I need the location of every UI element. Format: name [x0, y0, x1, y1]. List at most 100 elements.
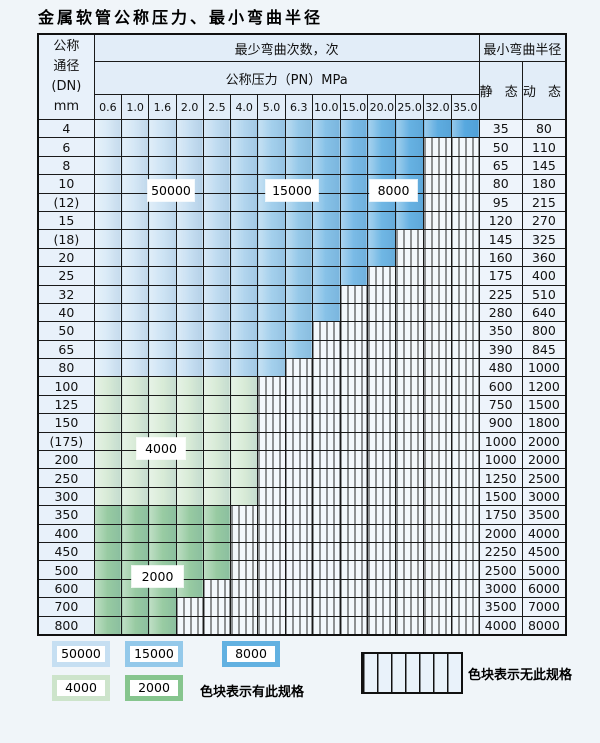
no-spec-cell: [423, 560, 452, 580]
spec-cell: [202, 394, 232, 415]
spec-cell: [257, 266, 286, 286]
spec-cell: [148, 284, 177, 304]
no-spec-cell: [423, 615, 452, 636]
spec-cell: [202, 505, 232, 525]
no-spec-cell: [450, 174, 480, 194]
no-spec-cell: [423, 155, 452, 176]
spec-cell: [257, 155, 286, 176]
static-radius-cell: 2250: [478, 541, 523, 562]
no-spec-cell: [423, 247, 452, 268]
no-spec-cell: [311, 358, 341, 378]
no-spec-cell: [395, 339, 425, 360]
spec-cell: [284, 210, 313, 231]
spec-cell: [148, 486, 177, 507]
no-spec-cell: [202, 597, 232, 617]
spec-cell: [93, 358, 123, 378]
no-spec-cell: [257, 615, 286, 636]
spec-cell: [450, 118, 480, 139]
pressure-col-10.0: 10.0: [311, 94, 341, 120]
spec-cell: [339, 247, 369, 268]
no-spec-cell: [395, 578, 425, 599]
spec-cell: [93, 486, 123, 507]
static-radius-cell: 1000: [478, 450, 523, 470]
spec-cell: [230, 394, 259, 415]
no-spec-cell: [202, 578, 232, 599]
static-radius-cell: 1750: [478, 505, 523, 525]
no-spec-cell: [311, 394, 341, 415]
no-spec-cell: [450, 192, 480, 212]
dynamic-radius-cell: 215: [521, 192, 567, 212]
no-spec-cell: [284, 486, 313, 507]
spec-cell: [395, 210, 425, 231]
spec-cell: [175, 505, 204, 525]
spec-cell: [367, 247, 397, 268]
no-spec-cell: [450, 560, 480, 580]
spec-cell: [311, 137, 341, 157]
spec-cell: [93, 578, 123, 599]
spec-cell: [202, 376, 232, 396]
dn-cell: 4: [37, 118, 95, 139]
static-radius-cell: 160: [478, 247, 523, 268]
pressure-col-6.3: 6.3: [284, 94, 313, 120]
pressure-col-5.0: 5.0: [257, 94, 286, 120]
no-spec-cell: [423, 266, 452, 286]
dynamic-header: 动 态: [521, 61, 567, 120]
no-spec-cell: [311, 321, 341, 341]
spec-cell: [93, 376, 123, 396]
spec-cell: [202, 413, 232, 433]
no-spec-cell: [367, 486, 397, 507]
dn-cell: 700: [37, 597, 95, 617]
no-spec-cell: [450, 284, 480, 304]
spec-cell: [202, 229, 232, 249]
dn-cell: 15: [37, 210, 95, 231]
spec-cell: [230, 137, 259, 157]
static-radius-cell: 65: [478, 155, 523, 176]
pressure-col-1.6: 1.6: [148, 94, 177, 120]
no-spec-cell: [367, 376, 397, 396]
no-spec-cell: [423, 523, 452, 543]
spec-cell: [395, 155, 425, 176]
dn-cell: 600: [37, 578, 95, 599]
no-spec-cell: [423, 541, 452, 562]
bend-cycles-header: 最少弯曲次数，次: [93, 33, 480, 62]
no-spec-cell: [423, 578, 452, 599]
no-spec-cell: [450, 210, 480, 231]
dn-corner-header: 公称 通径 (DN) mm: [37, 33, 95, 120]
legend-swatch-8000: 8000: [222, 641, 280, 667]
table-row: 20 160 360: [37, 247, 567, 268]
spec-cell: [367, 118, 397, 139]
spec-cell: [148, 413, 177, 433]
spec-table-wrap: 公称 通径 (DN) mm 最少弯曲次数，次 最小弯曲半径 公称压力（PN）MPa 静 态动 …: [37, 33, 567, 636]
static-radius-cell: 280: [478, 302, 523, 323]
static-header: 静 态: [478, 61, 523, 120]
dynamic-radius-cell: 2000: [521, 450, 567, 470]
dn-cell: 125: [37, 394, 95, 415]
no-spec-cell: [257, 450, 286, 470]
no-spec-cell: [367, 615, 397, 636]
no-spec-cell: [395, 468, 425, 488]
no-spec-cell: [257, 578, 286, 599]
spec-cell: [230, 358, 259, 378]
dynamic-radius-cell: 145: [521, 155, 567, 176]
no-spec-cell: [450, 394, 480, 415]
spec-cell: [257, 284, 286, 304]
spec-cell: [202, 541, 232, 562]
zone-label-50000: 50000: [148, 180, 194, 201]
static-radius-cell: 1000: [478, 431, 523, 452]
spec-cell: [257, 137, 286, 157]
no-spec-cell: [395, 431, 425, 452]
no-spec-cell: [311, 431, 341, 452]
spec-cell: [93, 210, 123, 231]
spec-cell: [230, 210, 259, 231]
spec-cell: [311, 118, 341, 139]
spec-cell: [175, 358, 204, 378]
dn-cell: 6: [37, 137, 95, 157]
no-spec-cell: [230, 615, 259, 636]
no-spec-cell: [395, 560, 425, 580]
dn-cell: 350: [37, 505, 95, 525]
spec-cell: [339, 229, 369, 249]
no-spec-cell: [423, 468, 452, 488]
spec-cell: [230, 302, 259, 323]
no-spec-cell: [257, 486, 286, 507]
